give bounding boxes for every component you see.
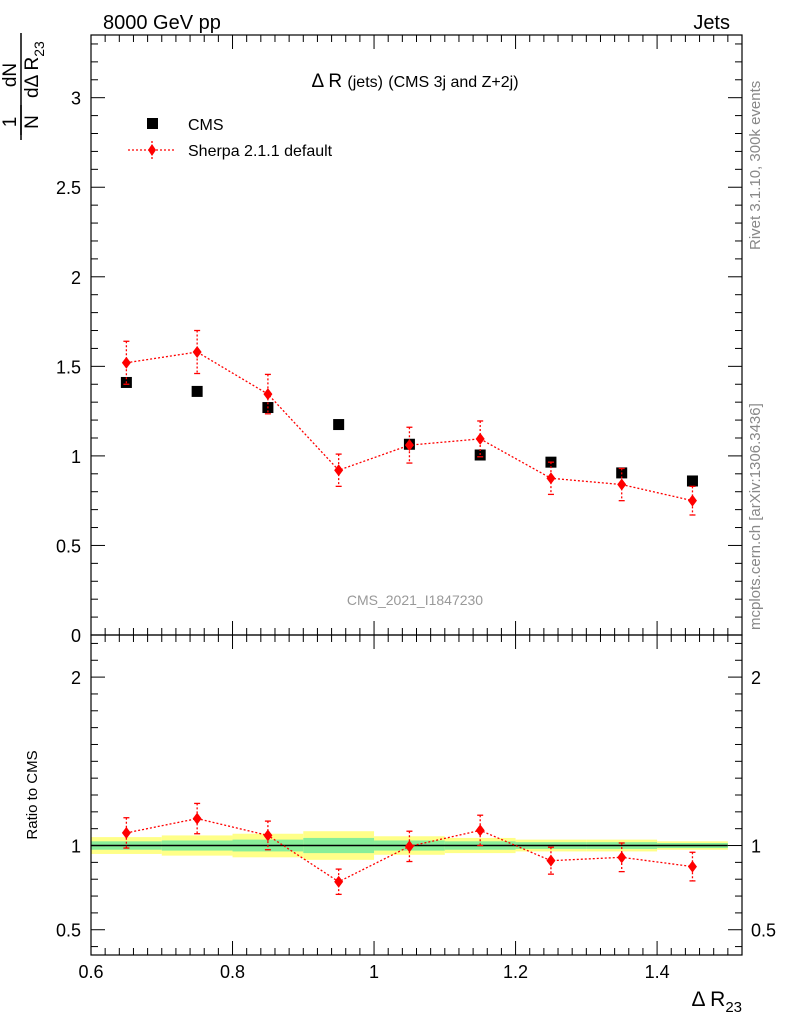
y-tick-label: 0.5 (56, 536, 81, 556)
sherpa-point (687, 494, 697, 507)
ratio-tick-label-right: 2 (751, 668, 761, 688)
ratio-tick-label-right: 1 (751, 837, 761, 857)
x-tick-label: 1 (369, 962, 379, 982)
x-tick-label: 1.4 (645, 962, 670, 982)
sherpa-ratio-point (687, 860, 697, 873)
ratio-tick-label-left: 0.5 (56, 921, 81, 941)
y-label-frac1-den: N (22, 115, 43, 129)
legend: CMS Sherpa 2.1.1 default (128, 117, 333, 160)
y-tick-label: 1 (71, 447, 81, 467)
sherpa-ratio-point (475, 824, 485, 837)
x-tick-label: 1.2 (503, 962, 528, 982)
mcplots-reference: mcplots.cern.ch [arXiv:1306.3436] (747, 403, 764, 630)
sherpa-point (475, 432, 485, 445)
legend-cms-label: CMS (188, 117, 224, 134)
analysis-watermark: CMS_2021_I1847230 (347, 592, 483, 608)
x-axis-label: Δ R23 (691, 988, 742, 1016)
ratio-plot-frame (90, 634, 743, 956)
header-right: Jets (693, 12, 730, 34)
x-tick-label: 0.6 (78, 962, 103, 982)
legend-sherpa-marker (148, 144, 156, 156)
sherpa-point (263, 388, 273, 401)
ratio-y-axis-label: Ratio to CMS (24, 750, 41, 839)
sherpa-point (121, 356, 131, 369)
y-tick-label: 0 (71, 626, 81, 646)
sherpa-ratio-point (192, 812, 202, 825)
ratio-tick-label-left: 1 (71, 837, 81, 857)
sherpa-ratio-point (546, 854, 556, 867)
sherpa-point (192, 346, 202, 359)
sherpa-point (404, 439, 414, 452)
ratio-tick-label-left: 2 (71, 668, 81, 688)
y-axis-label: 1 N dN dΔ R23 (0, 33, 47, 140)
cms-point (686, 475, 698, 487)
plot-title: Δ R (jets) (CMS 3j and Z+2j) (311, 71, 518, 92)
x-tick-label: 0.8 (220, 962, 245, 982)
y-label-frac1-num: 1 (0, 117, 21, 128)
sherpa-point (334, 464, 344, 477)
sherpa-ratio-point (263, 829, 273, 842)
sherpa-ratio-point (121, 826, 131, 839)
sherpa-point (617, 478, 627, 491)
y-tick-label: 1.5 (56, 357, 81, 377)
sherpa-ratio-point (617, 851, 627, 864)
y-tick-label: 2 (71, 268, 81, 288)
sherpa-ratio-point (334, 875, 344, 888)
sherpa-line (126, 351, 693, 502)
legend-cms-marker (147, 118, 158, 129)
y-tick-label: 2.5 (56, 178, 81, 198)
sherpa-point (546, 472, 556, 485)
header-left: 8000 GeV pp (103, 12, 221, 34)
y-label-frac2-den: dΔ R23 (22, 41, 47, 98)
ratio-tick-label-right: 0.5 (751, 921, 776, 941)
sherpa-ratio-point (404, 840, 414, 853)
legend-sherpa-label: Sherpa 2.1.1 default (188, 143, 333, 160)
y-tick-label: 3 (71, 89, 81, 109)
cms-point (191, 385, 203, 397)
rivet-version: Rivet 3.1.10, 300k events (747, 81, 764, 250)
y-label-frac2-num: dN (0, 63, 21, 87)
cms-point (474, 449, 486, 461)
cms-point (333, 419, 345, 431)
plot-layer: 0.6 0.8 1 1.2 1.4 0 0.5 1 1.5 2 2.5 3 0.5 0.5 1 1 2 2 (56, 34, 776, 982)
